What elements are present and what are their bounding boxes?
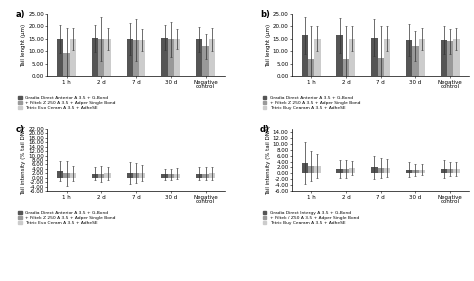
Bar [302,163,308,173]
Bar [337,35,343,76]
Bar [104,39,110,76]
Bar [133,40,139,76]
Bar [202,46,209,76]
Bar [127,173,133,178]
Bar [377,168,384,173]
Bar [64,53,70,76]
Bar [174,174,180,178]
Bar [202,174,209,178]
Bar [412,46,419,76]
Y-axis label: Tail intensity (% tail DNA): Tail intensity (% tail DNA) [21,125,26,195]
Bar [419,170,425,173]
Bar [209,173,215,178]
Bar [371,38,377,76]
Bar [139,173,146,178]
Bar [57,171,64,178]
Bar [314,39,320,76]
Bar [70,39,76,76]
Legend: Gradia Direct Intergy A 3.5 + G-Bond, + Filtek / Z50 A 3.5 + Adper Single Bond, : Gradia Direct Intergy A 3.5 + G-Bond, + … [262,211,360,225]
Bar [70,173,76,178]
Bar [406,40,412,76]
Bar [384,39,390,76]
Bar [343,59,349,76]
Bar [92,38,98,76]
Bar [133,173,139,178]
Bar [139,40,146,76]
Bar [57,39,64,76]
Bar [453,39,459,76]
Bar [377,58,384,76]
Text: d): d) [260,125,270,134]
Bar [349,39,355,76]
Bar [343,169,349,173]
Bar [406,170,412,173]
Bar [302,35,308,76]
Y-axis label: Tail lenght (μm): Tail lenght (μm) [266,24,271,67]
Bar [92,174,98,178]
Bar [453,169,459,173]
Bar [412,170,419,173]
Y-axis label: Tail lenght (μm): Tail lenght (μm) [21,24,26,67]
Legend: Gradia Direct Anterior A 3.5 + G-Bond, + Filtek Z 250 A 3.5 + Adper Single Bond,: Gradia Direct Anterior A 3.5 + G-Bond, +… [18,211,116,225]
Bar [209,39,215,76]
Bar [98,39,104,76]
Bar [196,39,202,76]
Legend: Gradia Direct Anterior A 3.5 + G-Bond, + Filtek Z 250 A 3.5 + Adper Single Bond,: Gradia Direct Anterior A 3.5 + G-Bond, +… [18,96,116,110]
Bar [98,174,104,178]
Bar [104,173,110,178]
Y-axis label: Tail intensity (% tail DNA): Tail intensity (% tail DNA) [266,125,271,195]
Bar [168,39,174,76]
Bar [64,173,70,178]
Bar [337,169,343,173]
Bar [162,174,168,178]
Bar [349,168,355,173]
Bar [371,167,377,173]
Bar [168,174,174,178]
Bar [441,169,447,173]
Bar [174,39,180,76]
Bar [447,169,453,173]
Bar [419,39,425,76]
Bar [127,39,133,76]
Bar [308,59,314,76]
Bar [441,40,447,76]
Bar [162,38,168,76]
Bar [314,166,320,173]
Text: b): b) [260,10,270,19]
Bar [308,166,314,173]
Bar [447,41,453,76]
Text: c): c) [16,125,24,134]
Text: a): a) [16,10,25,19]
Bar [384,168,390,173]
Bar [196,174,202,178]
Legend: Gradia Direct Anterior A 3.5 + G-Bond, + Filtek Z 250 A 3.5 + Adper Single Bond,: Gradia Direct Anterior A 3.5 + G-Bond, +… [262,96,361,110]
